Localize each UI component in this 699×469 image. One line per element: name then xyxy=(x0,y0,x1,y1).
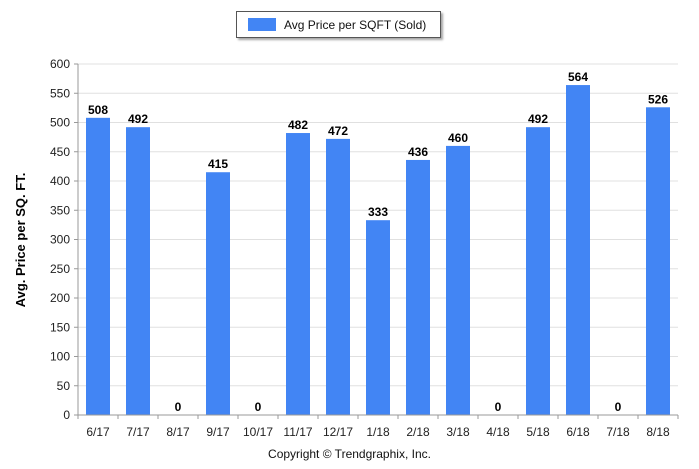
data-label: 492 xyxy=(128,112,148,126)
data-label: 436 xyxy=(408,145,428,159)
bar xyxy=(566,85,590,415)
axes xyxy=(77,64,678,416)
data-label: 0 xyxy=(495,400,502,414)
bar xyxy=(446,145,470,415)
y-tick-label: 100 xyxy=(50,350,70,364)
bar xyxy=(206,172,230,415)
bar xyxy=(286,133,310,415)
bar xyxy=(326,138,350,415)
x-tick-label: 3/18 xyxy=(446,425,470,439)
x-tick-label: 1/18 xyxy=(366,425,390,439)
x-tick-label: 6/18 xyxy=(566,425,590,439)
bar xyxy=(646,107,670,415)
data-label: 460 xyxy=(448,131,468,145)
data-label: 482 xyxy=(288,118,308,132)
data-label: 564 xyxy=(568,70,588,84)
y-tick-label: 350 xyxy=(50,203,70,217)
y-tick-label: 400 xyxy=(50,174,70,188)
data-label: 526 xyxy=(648,92,668,106)
bar xyxy=(126,127,150,416)
x-tick-label: 8/17 xyxy=(166,425,190,439)
x-tick-label: 2/18 xyxy=(406,425,430,439)
data-label: 0 xyxy=(255,400,262,414)
y-tick-label: 300 xyxy=(50,233,70,247)
bar xyxy=(406,159,430,415)
y-axis-ticks: 0 50 100 150 200 250 300 350 400 450 500 550 600 xyxy=(50,57,78,422)
copyright-text: Copyright © Trendgraphix, Inc. xyxy=(268,447,431,461)
legend-label: Avg Price per SQFT (Sold) xyxy=(284,17,427,32)
x-tick-label: 8/18 xyxy=(646,425,670,439)
legend-swatch xyxy=(248,18,276,31)
legend: Avg Price per SQFT (Sold) xyxy=(236,11,441,38)
data-label: 415 xyxy=(208,157,228,171)
data-label: 472 xyxy=(328,124,348,138)
y-tick-label: 500 xyxy=(50,116,70,130)
y-tick-label: 250 xyxy=(50,262,70,276)
y-tick-label: 200 xyxy=(50,291,70,305)
y-axis-title: Avg. Price per SQ. FT. xyxy=(13,173,28,308)
x-axis-ticks: 6/17 7/17 8/17 9/17 10/17 11/17 12/17 1/18 2/18 3… xyxy=(77,415,679,439)
data-label: 333 xyxy=(368,205,388,219)
x-tick-label: 7/17 xyxy=(126,425,150,439)
y-tick-label: 450 xyxy=(50,145,70,159)
bar xyxy=(86,117,110,415)
data-label: 508 xyxy=(88,103,108,117)
x-tick-label: 12/17 xyxy=(323,425,353,439)
x-tick-label: 11/17 xyxy=(283,425,312,439)
x-tick-label: 7/18 xyxy=(606,425,630,439)
x-tick-label: 10/17 xyxy=(243,425,273,439)
data-label: 492 xyxy=(528,112,548,126)
bar xyxy=(366,220,390,415)
y-tick-label: 50 xyxy=(57,379,71,393)
data-label: 0 xyxy=(175,400,182,414)
x-tick-label: 4/18 xyxy=(486,425,510,439)
data-labels: 508 492 0 415 0 482 472 333 436 460 0 492 564 0 526 xyxy=(88,70,668,414)
y-tick-label: 0 xyxy=(63,408,70,422)
x-tick-label: 6/17 xyxy=(86,425,110,439)
y-tick-label: 550 xyxy=(50,86,70,100)
x-tick-label: 5/18 xyxy=(526,425,550,439)
data-label: 0 xyxy=(615,400,622,414)
bars xyxy=(86,85,670,416)
bar xyxy=(526,127,550,416)
y-tick-label: 150 xyxy=(50,320,70,334)
x-tick-label: 9/17 xyxy=(206,425,230,439)
y-tick-label: 600 xyxy=(50,57,70,71)
